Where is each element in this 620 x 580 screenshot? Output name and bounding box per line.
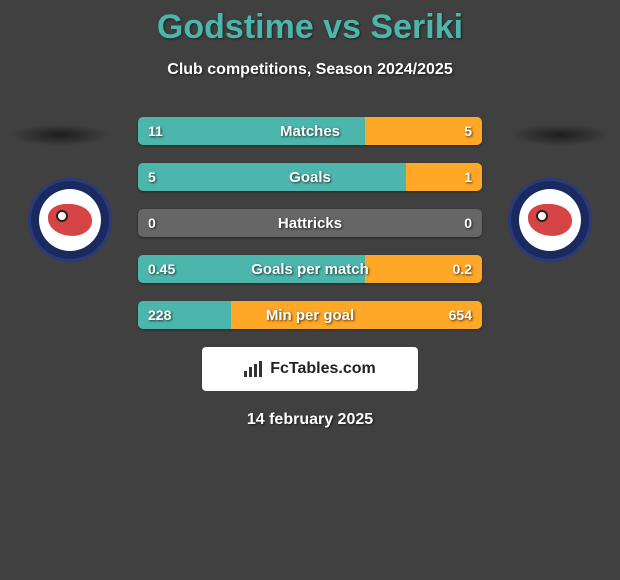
subtitle: Club competitions, Season 2024/2025 [0,61,620,79]
stat-bar-right [365,255,482,283]
team-badge-left [28,178,112,262]
stat-row: 51Goals [138,163,482,191]
badge-shadow-right [510,124,610,146]
team-badge-right-shape [528,204,572,236]
stat-row: 115Matches [138,117,482,145]
stat-bar-left [138,255,365,283]
stat-bar-left [138,301,231,329]
team-badge-left-inner [39,189,101,251]
page-title: Godstime vs Seriki [0,0,620,47]
stat-row: 0.450.2Goals per match [138,255,482,283]
stat-bar-right [406,163,482,191]
badge-shadow-left [10,124,110,146]
team-badge-left-ball-icon [56,210,68,222]
stat-row: 0 0Hattricks [138,209,482,237]
stat-bar-left [138,117,365,145]
team-badge-right-inner [519,189,581,251]
stat-value-right: 0 [464,209,472,237]
team-badge-left-shape [48,204,92,236]
footer-date: 14 february 2025 [0,411,620,429]
stat-value-left: 0 [148,209,156,237]
stat-label: Hattricks [138,209,482,237]
stat-row: 228654Min per goal [138,301,482,329]
team-badge-right-ball-icon [536,210,548,222]
stat-bar-right [231,301,482,329]
attribution-badge: FcTables.com [202,347,418,391]
team-badge-right [508,178,592,262]
stat-bar-left [138,163,406,191]
chart-icon [244,361,264,377]
comparison-bars: 115Matches 51Goals 0 0Hattricks 0.450.2Goals… [138,117,482,329]
attribution-label: FcTables.com [270,360,376,378]
stat-bar-right [365,117,482,145]
